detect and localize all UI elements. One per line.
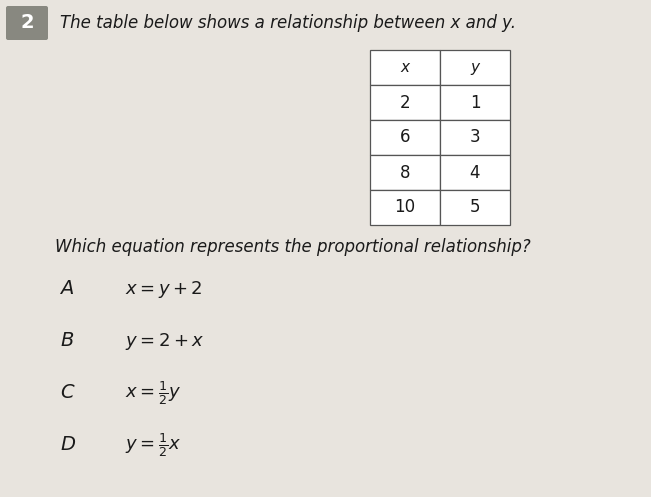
- Text: $y = 2 + x$: $y = 2 + x$: [125, 331, 204, 351]
- Text: 1: 1: [469, 93, 480, 111]
- Bar: [370, 190, 440, 225]
- Text: $x = \frac{1}{2}y$: $x = \frac{1}{2}y$: [125, 379, 182, 407]
- Bar: [440, 190, 510, 225]
- Text: x: x: [400, 60, 409, 75]
- Bar: [370, 155, 440, 190]
- Bar: [440, 120, 510, 155]
- FancyBboxPatch shape: [6, 6, 48, 40]
- Text: Which equation represents the proportional relationship?: Which equation represents the proportion…: [55, 238, 531, 256]
- Text: C: C: [60, 384, 74, 403]
- Text: 5: 5: [470, 198, 480, 217]
- Text: The table below shows a relationship between x and y.: The table below shows a relationship bet…: [60, 14, 516, 32]
- Text: 3: 3: [469, 129, 480, 147]
- Text: A: A: [60, 279, 74, 299]
- Text: 2: 2: [20, 13, 34, 32]
- Text: 6: 6: [400, 129, 410, 147]
- Bar: [370, 85, 440, 120]
- Bar: [440, 50, 510, 85]
- Text: 10: 10: [395, 198, 415, 217]
- Text: $x = y + 2$: $x = y + 2$: [125, 278, 202, 300]
- Text: 8: 8: [400, 164, 410, 181]
- Text: 4: 4: [470, 164, 480, 181]
- Bar: [370, 120, 440, 155]
- Bar: [370, 50, 440, 85]
- Text: y: y: [471, 60, 480, 75]
- Text: 2: 2: [400, 93, 410, 111]
- Text: D: D: [60, 435, 75, 454]
- Text: B: B: [60, 331, 74, 350]
- Text: $y = \frac{1}{2}x$: $y = \frac{1}{2}x$: [125, 431, 181, 459]
- Bar: [440, 155, 510, 190]
- Bar: [440, 85, 510, 120]
